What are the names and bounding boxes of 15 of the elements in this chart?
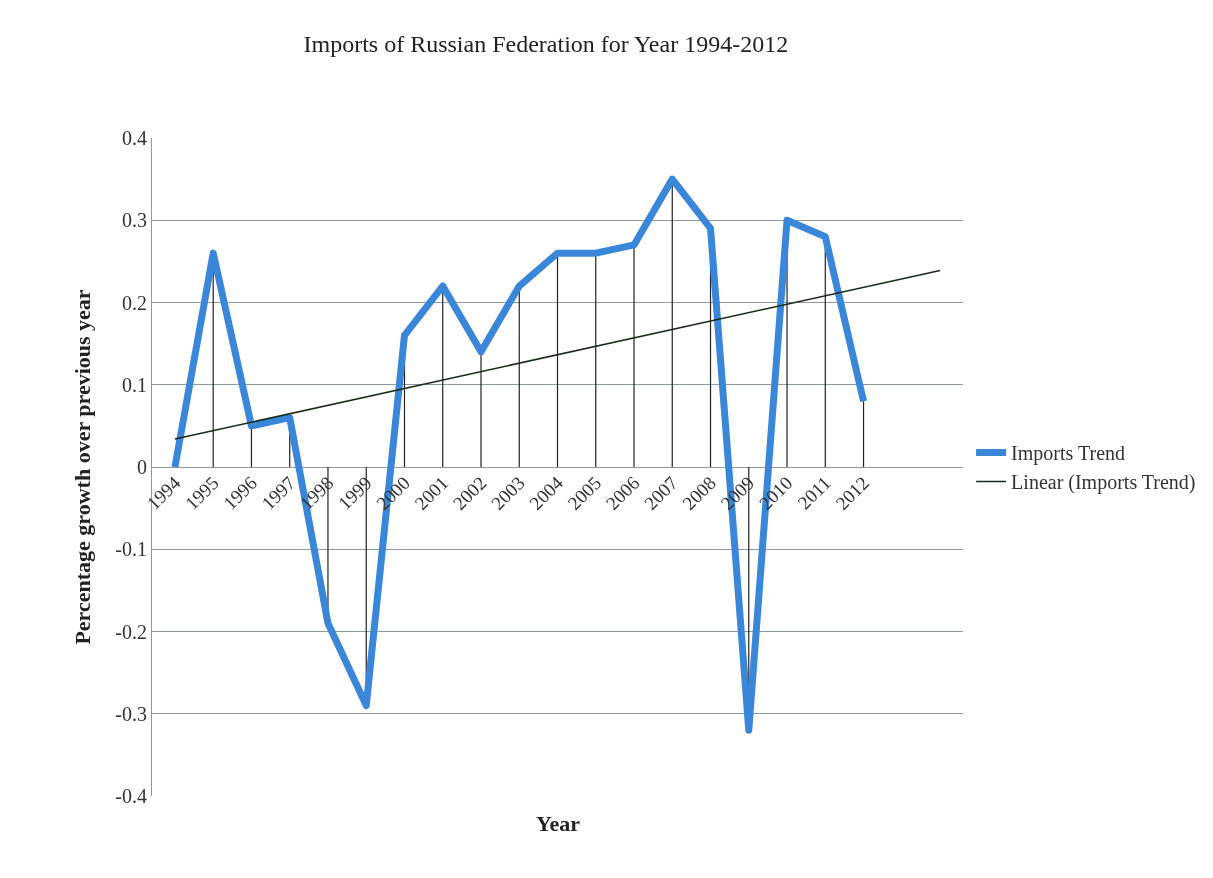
y-axis-title: Percentage growth over previous year — [70, 289, 96, 645]
legend-label: Imports Trend — [1011, 442, 1126, 466]
y-tick-label: 0.4 — [122, 127, 147, 149]
y-tick-label: 0.1 — [122, 373, 147, 396]
legend-label: Linear (Imports Trend) — [1011, 471, 1196, 495]
y-tick-label: -0.4 — [115, 785, 147, 807]
y-tick-label: -0.3 — [115, 702, 147, 725]
x-tick-label: 2011 — [793, 472, 835, 514]
chart-title: Imports of Russian Federation for Year 1994-2012 — [303, 30, 789, 57]
y-tick-label: 0.2 — [122, 291, 147, 314]
x-axis-title: Year — [536, 811, 581, 836]
y-tick-label: -0.1 — [115, 538, 147, 561]
y-tick-label: -0.2 — [115, 620, 147, 643]
y-tick-label: 0.3 — [122, 209, 147, 232]
y-tick-label: 0 — [137, 456, 147, 478]
